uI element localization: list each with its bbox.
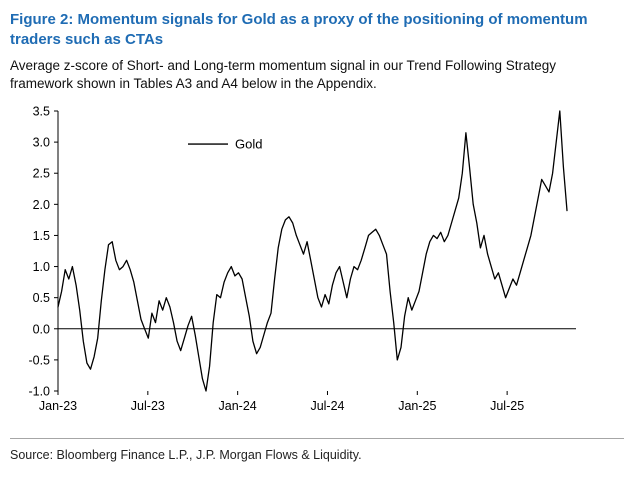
x-tick-label: Jul-23 bbox=[131, 399, 165, 413]
y-tick-label: 1.0 bbox=[33, 260, 50, 274]
y-tick-label: 3.5 bbox=[33, 105, 50, 119]
y-tick-label: -0.5 bbox=[28, 354, 50, 368]
y-tick-label: 0.0 bbox=[33, 323, 50, 337]
legend-label: Gold bbox=[235, 137, 262, 152]
x-tick-label: Jan-25 bbox=[398, 399, 436, 413]
x-tick-label: Jul-24 bbox=[310, 399, 344, 413]
gold-series-line bbox=[57, 110, 568, 393]
y-tick-label: 2.5 bbox=[33, 167, 50, 181]
source-note: Source: Bloomberg Finance L.P., J.P. Mor… bbox=[10, 438, 624, 462]
chart-area: 3.5 3.0 2.5 2.0 1.5 1.0 0.5 0.0 -0.5 -1.0 Jan-23 Ju… bbox=[0, 99, 636, 434]
figure-subtitle: Average z-score of Short- and Long-term … bbox=[10, 58, 557, 92]
x-tick-label: Jul-25 bbox=[490, 399, 524, 413]
y-tick-label: 0.5 bbox=[33, 292, 50, 306]
y-tick-label: -1.0 bbox=[28, 385, 50, 399]
figure-title: Figure 2: Momentum signals for Gold as a… bbox=[10, 11, 588, 48]
x-tick-label: Jan-23 bbox=[39, 399, 77, 413]
y-tick-label: 1.5 bbox=[33, 229, 50, 243]
y-tick-label: 2.0 bbox=[33, 198, 50, 212]
y-tick-label: 3.0 bbox=[33, 136, 50, 150]
x-tick-label: Jan-24 bbox=[219, 399, 257, 413]
